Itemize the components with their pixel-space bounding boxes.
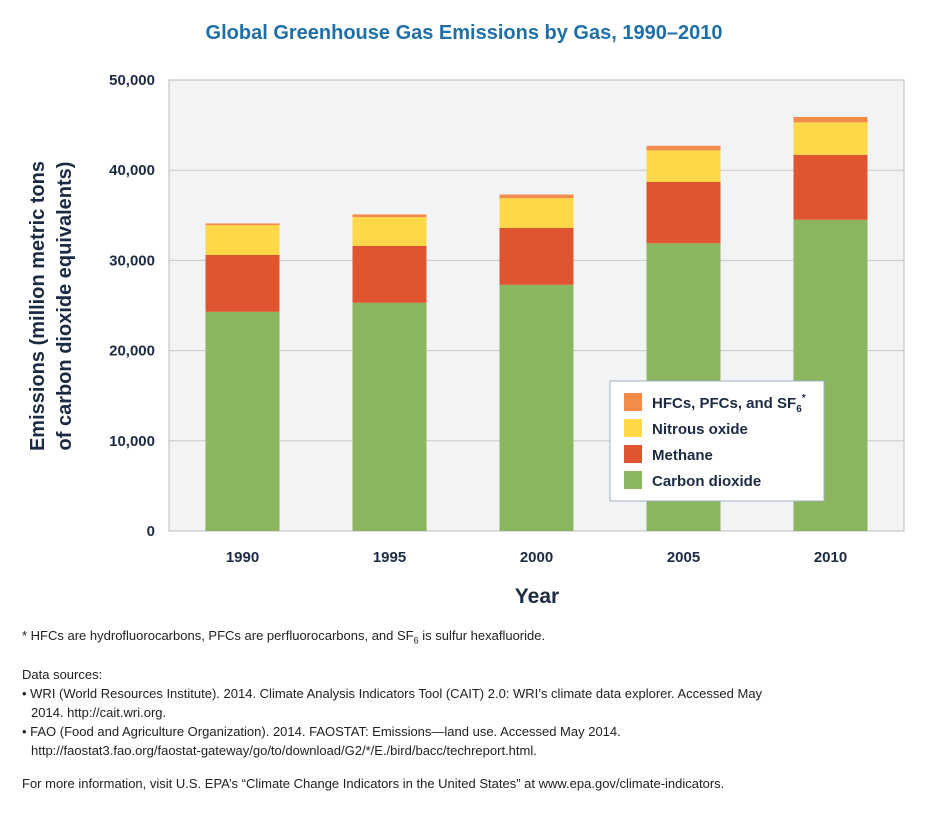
y-tick-label: 10,000 [109,433,155,450]
y-tick-label: 30,000 [109,252,155,269]
bar-segment-methane [352,245,427,303]
x-tick-label: 1990 [226,549,259,566]
bar-segment-methane [205,254,280,312]
bar-segment-carbon-dioxide [205,311,280,531]
bar-segment-hfcs-pfcs-and-sf6 [793,116,868,123]
x-tick-label: 2005 [667,549,700,566]
bar-segment-methane [646,181,721,244]
bar-segment-methane [793,154,868,220]
footnote-text-a: * HFCs are hydrofluorocarbons, PFCs are … [22,628,414,643]
chart-svg: 0 10,000 20,000 30,000 40,000 50,000 1990 1995 2… [27,72,905,608]
legend-label: Methane [652,447,713,464]
source-2-line-2: http://faostat3.fao.org/faostat-gateway/… [31,742,537,758]
bar-segment-methane [499,227,574,285]
legend-box [609,380,825,502]
y-tick-label: 20,000 [109,343,155,360]
bar-segment-carbon-dioxide [499,284,574,531]
x-tick-label: 1995 [373,549,406,566]
footnote-text-b: is sulfur hexafluoride. [418,628,546,643]
bar-segment-hfcs-pfcs-and-sf6 [499,194,574,199]
legend-swatch [624,471,642,489]
legend-swatch [624,445,642,463]
legend-label-text: Carbon dioxide [652,473,761,490]
y-tick-label: 40,000 [109,162,155,179]
legend-label-text: HFCs, PFCs, and SF [652,395,796,412]
legend-label-text: Methane [652,447,713,464]
sources-heading: Data sources: [22,666,103,682]
y-tick-label: 0 [147,523,155,540]
legend-label: Carbon dioxide [652,473,761,490]
y-axis-label: Emissions (million metric tons of carbon … [27,161,76,451]
y-axis-label-line-1: Emissions (million metric tons [27,161,49,451]
bar-segment-hfcs-pfcs-and-sf6 [646,145,721,151]
legend-label-subscript: 6 [796,404,802,415]
bar-segment-nitrous-oxide [499,198,574,228]
footnote-subscript: 6 [413,635,419,646]
bar-segment-hfcs-pfcs-and-sf6 [205,223,280,226]
x-tick-label: 2010 [814,549,847,566]
notes-block: * HFCs are hydrofluorocarbons, PFCs are … [22,626,912,793]
legend-label-text: Nitrous oxide [652,421,748,438]
bar-segment-hfcs-pfcs-and-sf6 [352,214,427,218]
legend-label-superscript: * [802,393,806,404]
bar-segment-nitrous-oxide [352,217,427,246]
x-axis-label: Year [515,585,559,608]
y-tick-label: 50,000 [109,72,155,89]
y-axis-label-line-2: of carbon dioxide equivalents) [54,162,76,451]
x-tick-label: 2000 [520,549,553,566]
bar-segment-nitrous-oxide [205,225,280,255]
source-1-line-2: 2014. http://cait.wri.org. [31,704,167,720]
legend-swatch [624,393,642,411]
more-info: For more information, visit U.S. EPA’s “… [22,775,725,791]
source-2-line-1: • FAO (Food and Agriculture Organization… [22,723,621,739]
source-1-line-1: • WRI (World Resources Institute). 2014.… [22,685,763,701]
legend-swatch [624,419,642,437]
bar-segment-carbon-dioxide [352,302,427,531]
bar-segment-nitrous-oxide [646,150,721,182]
bar-segment-nitrous-oxide [793,122,868,155]
chart-title: Global Greenhouse Gas Emissions by Gas, … [205,22,723,44]
legend-label: Nitrous oxide [652,421,748,438]
legend-label: HFCs, PFCs, and SF6* [652,393,806,415]
footnote: * HFCs are hydrofluorocarbons, PFCs are … [22,626,912,651]
